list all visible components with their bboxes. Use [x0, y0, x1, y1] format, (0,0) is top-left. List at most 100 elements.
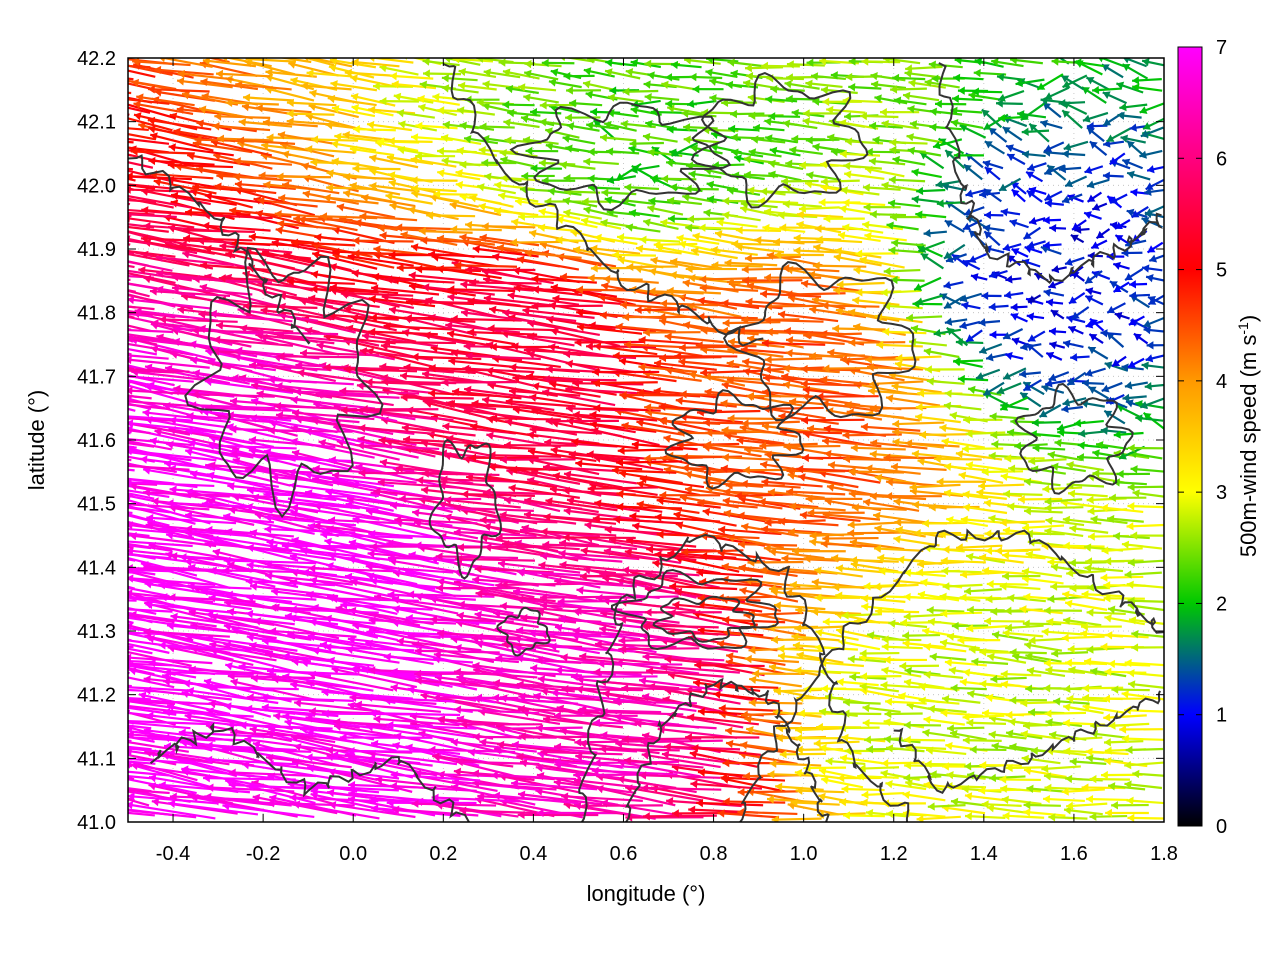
wind-arrow — [847, 310, 900, 322]
wind-arrow-head — [488, 462, 496, 472]
wind-arrow — [860, 688, 904, 700]
wind-arrow-head — [593, 718, 601, 728]
wind-arrow-head — [1096, 441, 1104, 450]
wind-arrow — [290, 398, 376, 410]
wind-arrow-head — [926, 606, 934, 615]
wind-arrow-head — [271, 587, 279, 597]
wind-arrow-head — [1068, 489, 1076, 498]
wind-arrow — [407, 207, 459, 221]
wind-arrow — [966, 625, 1008, 630]
wind-arrow — [556, 254, 617, 268]
wind-arrow-head — [474, 610, 482, 620]
wind-arrow — [243, 304, 318, 310]
wind-arrow-head — [1109, 493, 1116, 502]
wind-arrow-head — [347, 252, 356, 262]
wind-arrow-head — [959, 294, 968, 303]
wind-arrow-head — [941, 694, 950, 704]
wind-arrow-head — [718, 525, 726, 534]
wind-arrow-head — [681, 463, 689, 473]
wind-arrow — [128, 736, 197, 743]
wind-arrow — [128, 468, 135, 472]
wind-arrow-head — [843, 454, 851, 464]
wind-arrow — [484, 475, 555, 489]
wind-arrow — [453, 506, 534, 512]
wind-arrow-head — [511, 740, 519, 750]
wind-arrow — [271, 589, 360, 604]
wind-arrow — [600, 710, 684, 716]
wind-arrow-head — [538, 561, 546, 570]
wind-arrow-head — [201, 499, 209, 509]
wind-arrow-head — [948, 666, 957, 675]
wind-arrow — [1005, 766, 1047, 770]
wind-arrow-head — [421, 486, 429, 495]
wind-arrow — [144, 365, 230, 385]
wind-arrow — [249, 727, 336, 744]
wind-arrow — [190, 624, 277, 640]
wind-arrow — [835, 566, 884, 574]
wind-arrow — [902, 792, 946, 802]
wind-arrow — [836, 281, 885, 286]
wind-arrow — [782, 382, 840, 394]
wind-arrow — [589, 413, 658, 422]
wind-arrow-head — [200, 261, 208, 270]
wind-arrow — [189, 342, 275, 358]
wind-arrow — [340, 603, 433, 611]
wind-arrow — [128, 407, 136, 412]
wind-arrow-head — [1082, 684, 1090, 693]
wind-arrow-head — [1085, 276, 1094, 284]
wind-arrow — [451, 390, 522, 400]
wind-arrow-head — [836, 627, 844, 636]
wind-arrow — [128, 421, 191, 436]
wind-arrow — [225, 593, 317, 601]
wind-arrow — [741, 420, 800, 425]
wind-arrow — [128, 608, 173, 613]
wind-arrow-head — [368, 327, 376, 337]
wind-arrow-head — [848, 467, 856, 476]
wind-arrow — [130, 763, 219, 779]
wind-arrow-head — [170, 552, 178, 561]
wind-arrow-head — [744, 254, 752, 263]
wind-arrow-head — [519, 526, 528, 535]
wind-arrow — [383, 324, 453, 331]
wind-arrow-head — [763, 373, 771, 383]
wind-arrow-head — [469, 278, 477, 287]
wind-arrow-head — [807, 508, 815, 517]
wind-arrow-head — [878, 567, 886, 576]
wind-arrow — [192, 277, 272, 284]
wind-arrow — [638, 365, 698, 373]
wind-arrow-head — [428, 250, 436, 259]
wind-arrow — [128, 568, 174, 573]
wind-arrow — [464, 444, 536, 450]
wind-arrow-head — [599, 625, 607, 634]
wind-arrow — [739, 588, 799, 603]
wind-arrow — [171, 328, 252, 348]
wind-arrow-head — [789, 397, 797, 406]
wind-arrow — [516, 628, 602, 637]
wind-arrow-head — [416, 476, 424, 485]
wind-arrow-head — [890, 462, 898, 472]
wind-arrow-head — [545, 365, 553, 374]
wind-arrow-head — [1010, 302, 1018, 312]
wind-arrow — [1061, 635, 1105, 640]
wind-arrow — [589, 422, 657, 433]
wind-arrow-head — [1044, 783, 1052, 793]
wind-arrow-head — [979, 553, 987, 562]
wind-arrow-head — [711, 261, 719, 270]
wind-arrow-head — [1028, 636, 1036, 645]
wind-arrow-head — [282, 712, 290, 721]
wind-arrow — [744, 717, 802, 725]
wind-arrow-head — [230, 678, 239, 687]
wind-arrow-head — [771, 635, 778, 645]
wind-arrow-head — [1071, 311, 1080, 319]
wind-arrow — [293, 217, 353, 222]
wind-arrow — [128, 354, 169, 360]
wind-arrow — [164, 462, 256, 474]
wind-arrow — [128, 439, 172, 451]
wind-arrow — [414, 649, 500, 654]
wind-arrow-head — [248, 436, 257, 445]
wind-arrow-head — [1101, 546, 1109, 555]
wind-arrow — [618, 471, 683, 485]
wind-arrow-head — [626, 262, 634, 272]
wind-arrow — [282, 714, 373, 730]
wind-arrow — [654, 553, 724, 561]
